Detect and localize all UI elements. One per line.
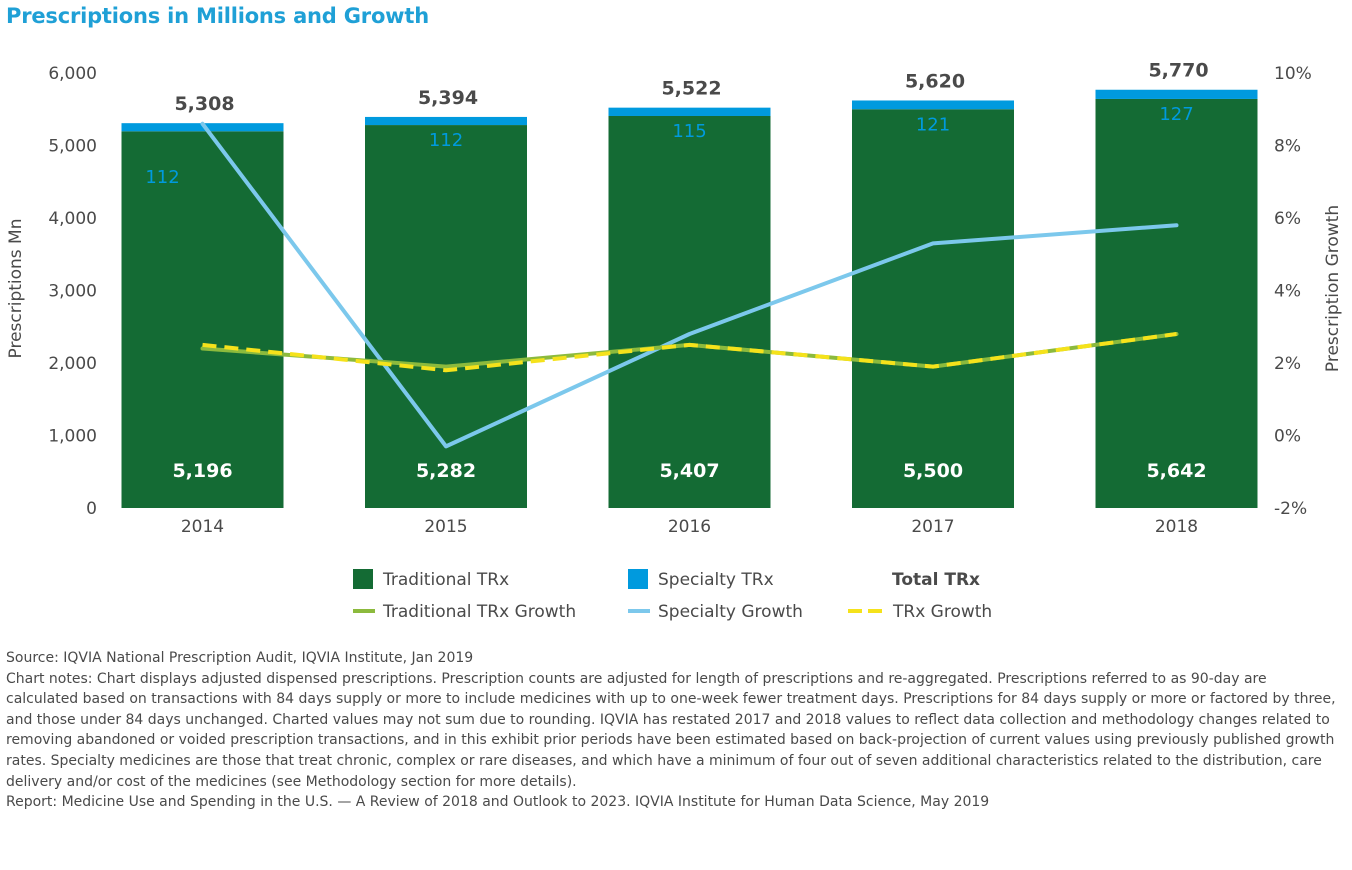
- label-traditional: 5,196: [172, 460, 232, 482]
- label-traditional: 5,407: [659, 460, 719, 482]
- x-tick-label: 2018: [1155, 517, 1198, 537]
- y-tick-label: 3,000: [48, 282, 97, 302]
- legend-label: Traditional TRx Growth: [382, 602, 576, 622]
- y2-axis-title: Prescription Growth: [1323, 205, 1343, 372]
- growth-lines: [200, 121, 1179, 449]
- y-tick-label: 2,000: [48, 354, 97, 374]
- label-traditional: 5,642: [1146, 460, 1206, 482]
- label-total: 5,620: [905, 70, 965, 92]
- chart-notes-text: Chart notes: Chart displays adjusted dis…: [6, 670, 1336, 790]
- chart-notes: Source: IQVIA National Prescription Audi…: [6, 648, 1341, 813]
- line-specialty-growth: [200, 121, 1179, 449]
- label-total: 5,770: [1148, 60, 1208, 82]
- bars: [121, 89, 1258, 509]
- legend-swatch: [353, 569, 373, 589]
- x-tick-label: 2017: [911, 517, 954, 537]
- report-note: Report: Medicine Use and Spending in the…: [6, 794, 990, 811]
- bar-specialty: [608, 107, 771, 116]
- prescriptions-chart: 0 1,000 2,000 3,000 4,000 5,000 6,000 -2% 0% 2% 4%…: [6, 60, 1343, 622]
- y-axis-title: Prescriptions Mn: [6, 218, 26, 358]
- legend-swatch: [628, 569, 648, 589]
- bar-traditional: [1095, 98, 1258, 508]
- data-labels: 5,196 112 5,308 5,282 112 5,394 5,407 115 5,522 5…: [145, 60, 1208, 482]
- label-specialty: 127: [1159, 104, 1193, 125]
- bar-specialty: [1095, 89, 1258, 99]
- label-total: 5,308: [174, 93, 234, 115]
- y2-tick-label: 2%: [1274, 354, 1301, 374]
- x-tick-label: 2014: [181, 517, 224, 537]
- axes: 0 1,000 2,000 3,000 4,000 5,000 6,000 -2% 0% 2% 4%…: [6, 64, 1343, 537]
- legend-label: Specialty TRx: [658, 570, 774, 590]
- bar-specialty: [852, 100, 1014, 110]
- legend: Traditional TRx Specialty TRx Total TRx Tra…: [353, 569, 992, 622]
- legend-label: Total TRx: [892, 570, 980, 590]
- y2-tick-label: 0%: [1274, 427, 1301, 447]
- bar-specialty: [365, 116, 527, 126]
- label-total: 5,394: [418, 87, 478, 109]
- chart-title: Prescriptions in Millions and Growth: [6, 4, 429, 28]
- label-specialty: 112: [429, 130, 463, 151]
- legend-label: TRx Growth: [892, 602, 992, 622]
- line-trx-growth: [202, 332, 1177, 373]
- y-tick-label: 6,000: [48, 64, 97, 84]
- y-tick-label: 0: [86, 499, 97, 519]
- legend-label: Traditional TRx: [382, 570, 509, 590]
- x-tick-label: 2016: [668, 517, 711, 537]
- label-total: 5,522: [661, 78, 721, 100]
- y-tick-label: 4,000: [48, 209, 97, 229]
- label-traditional: 5,500: [903, 460, 963, 482]
- bar-traditional: [852, 109, 1014, 508]
- y-tick-label: 5,000: [48, 137, 97, 157]
- label-specialty: 121: [916, 114, 950, 135]
- label-traditional: 5,282: [416, 460, 476, 482]
- label-specialty: 115: [672, 121, 706, 142]
- legend-label: Specialty Growth: [658, 602, 803, 622]
- bar-specialty: [121, 123, 284, 132]
- source-note: Source: IQVIA National Prescription Audi…: [6, 650, 474, 666]
- y2-tick-label: 4%: [1274, 282, 1301, 302]
- y-tick-label: 1,000: [48, 427, 97, 447]
- label-specialty: 112: [145, 167, 179, 188]
- x-tick-label: 2015: [424, 517, 467, 537]
- bar-traditional: [365, 125, 527, 509]
- y2-tick-label: 10%: [1274, 64, 1312, 84]
- y2-tick-label: -2%: [1274, 499, 1307, 519]
- y2-tick-label: 8%: [1274, 137, 1301, 157]
- y2-tick-label: 6%: [1274, 209, 1301, 229]
